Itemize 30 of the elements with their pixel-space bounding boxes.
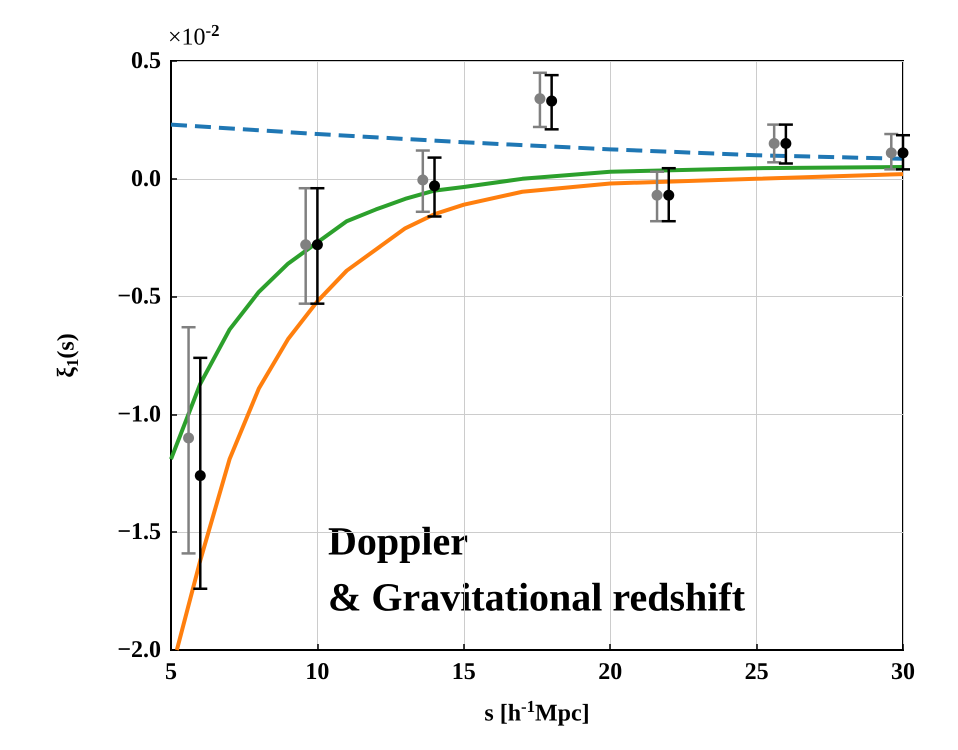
y-axis-title: ξ1(s) bbox=[54, 333, 82, 378]
point bbox=[300, 239, 312, 250]
y-tick-label: −2.0 bbox=[117, 637, 161, 663]
point bbox=[194, 470, 206, 482]
point bbox=[898, 147, 908, 158]
x-tick-label: 25 bbox=[744, 659, 769, 685]
point bbox=[312, 239, 323, 250]
y-tick-label: 0.0 bbox=[131, 166, 161, 192]
point bbox=[429, 180, 440, 192]
point bbox=[183, 432, 194, 444]
point bbox=[546, 96, 558, 107]
x-tick-label: 20 bbox=[598, 659, 622, 685]
point bbox=[886, 147, 897, 158]
x-tick-label: 10 bbox=[305, 659, 330, 685]
line-series bbox=[169, 165, 905, 462]
point bbox=[663, 190, 674, 201]
x-tick-label: 5 bbox=[165, 659, 177, 685]
point bbox=[417, 174, 428, 186]
point bbox=[780, 138, 792, 149]
point bbox=[534, 93, 546, 104]
y-tick-label: 0.5 bbox=[131, 48, 161, 74]
y-tick-label: −1.5 bbox=[117, 519, 161, 546]
point bbox=[768, 138, 780, 149]
x-tick-label: 30 bbox=[891, 659, 915, 685]
point bbox=[652, 190, 663, 201]
y-tick-label: −1.0 bbox=[117, 401, 161, 428]
y-tick-label: −0.5 bbox=[117, 284, 161, 310]
x-tick-label: 15 bbox=[452, 659, 476, 685]
annotation: Doppler & Gravitational redshift bbox=[328, 518, 746, 620]
line-series bbox=[174, 172, 905, 652]
